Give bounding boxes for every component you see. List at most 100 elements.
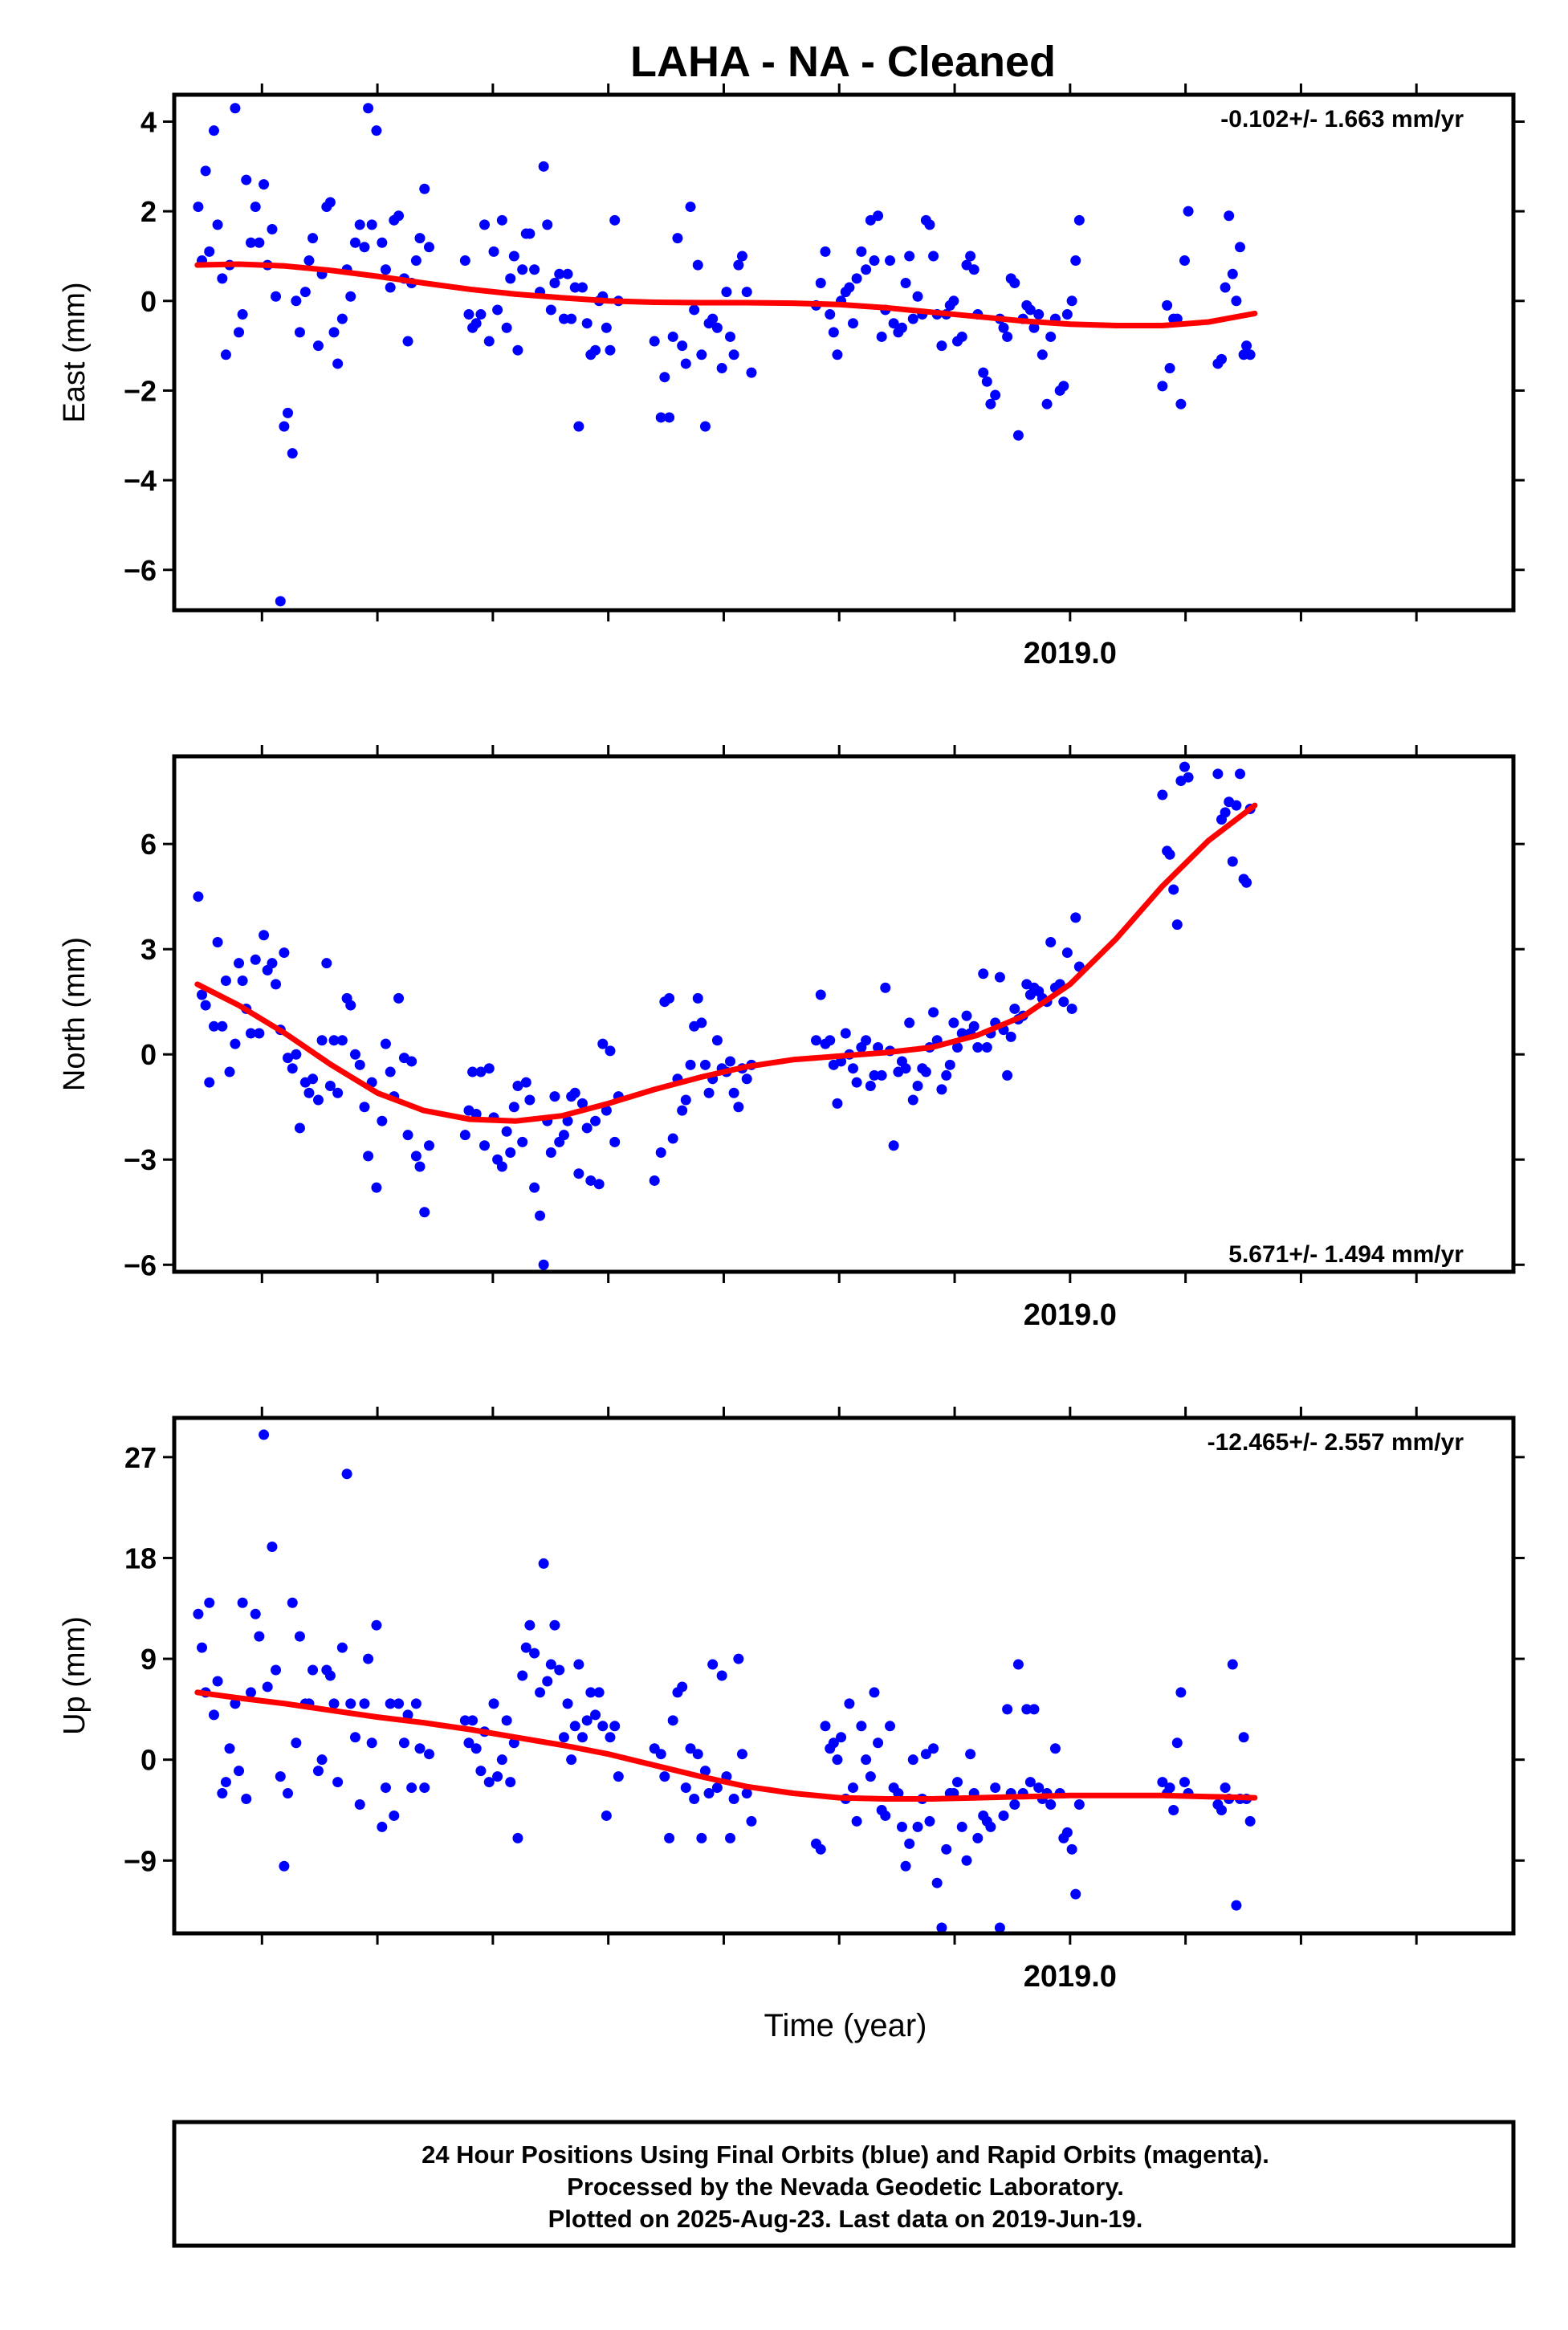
up-data-point: [861, 1754, 872, 1766]
north-data-point: [741, 1073, 752, 1085]
up-data-point: [1244, 1815, 1256, 1827]
up-data-point: [1231, 1900, 1242, 1911]
up-data-point: [696, 1832, 707, 1843]
east-data-point: [876, 331, 887, 342]
north-data-point: [371, 1182, 382, 1193]
up-data-point: [562, 1698, 573, 1709]
up-data-point: [1049, 1743, 1061, 1754]
east-y-tick-label: 2: [141, 195, 157, 228]
east-data-point: [267, 223, 278, 234]
north-data-point: [193, 891, 204, 902]
up-data-point: [237, 1597, 248, 1608]
up-data-point: [419, 1782, 430, 1794]
north-data-point: [677, 1105, 688, 1116]
up-data-point: [907, 1754, 918, 1766]
up-data-point: [475, 1766, 487, 1777]
up-data-point: [1012, 1659, 1024, 1670]
north-data-point: [508, 1102, 519, 1113]
east-data-point: [1175, 398, 1187, 409]
up-data-point: [1168, 1804, 1179, 1815]
east-data-point: [524, 228, 536, 239]
up-data-point: [463, 1737, 474, 1749]
north-data-point: [851, 1077, 862, 1088]
up-data-point: [1066, 1843, 1077, 1855]
east-data-point: [488, 246, 499, 257]
up-data-point: [389, 1810, 400, 1821]
up-data-point: [1227, 1659, 1238, 1670]
east-data-point: [332, 358, 344, 369]
east-data-point: [542, 219, 553, 230]
east-y-tick-label: −4: [124, 464, 157, 497]
north-data-point: [250, 954, 261, 965]
north-data-point: [204, 1077, 215, 1088]
up-rate-label: -12.465+/- 2.557 mm/yr: [1208, 1429, 1464, 1456]
east-data-point: [1241, 340, 1252, 352]
footer-frame: [172, 2120, 1516, 2248]
east-data-point: [1041, 398, 1053, 409]
east-data-point: [359, 242, 370, 253]
up-data-point: [924, 1815, 935, 1827]
east-data-point: [1028, 322, 1040, 333]
up-data-point: [398, 1737, 409, 1749]
east-data-point: [699, 421, 711, 432]
north-data-point: [385, 1066, 396, 1077]
east-data-point: [193, 202, 204, 213]
north-data-point: [692, 992, 703, 1004]
east-data-point: [508, 251, 519, 262]
north-data-point: [667, 1133, 678, 1144]
east-data-point: [566, 313, 577, 324]
up-data-point: [558, 1732, 569, 1743]
east-data-point: [419, 183, 430, 194]
north-data-point: [920, 1066, 931, 1077]
east-data-point: [1002, 331, 1013, 342]
east-y-tick-label: 0: [141, 285, 157, 318]
north-data-point: [423, 1140, 434, 1151]
east-data-point: [609, 214, 621, 226]
east-data-point: [968, 264, 979, 275]
up-data-point: [844, 1698, 855, 1709]
north-data-point: [573, 1168, 584, 1179]
east-data-point: [985, 398, 996, 409]
east-data-point: [212, 219, 223, 230]
up-data-point: [703, 1788, 715, 1799]
up-data-point: [1033, 1782, 1045, 1794]
up-data-point: [282, 1788, 293, 1799]
east-data-point: [1024, 304, 1036, 316]
east-data-point: [928, 251, 939, 262]
east-data-point: [208, 125, 219, 136]
up-y-tick-label: 0: [141, 1744, 157, 1777]
east-data-point: [363, 103, 374, 114]
up-data-point: [488, 1698, 499, 1709]
east-data-point: [483, 336, 495, 347]
north-data-point: [505, 1147, 516, 1159]
north-data-point: [597, 1038, 609, 1049]
north-x-tick-label: 2019.0: [1024, 1298, 1117, 1332]
up-data-point: [716, 1670, 727, 1681]
north-data-point: [459, 1130, 470, 1141]
north-data-point: [237, 976, 248, 987]
up-data-point: [542, 1676, 553, 1687]
east-data-point: [692, 259, 703, 271]
east-data-point: [291, 295, 302, 307]
east-data-point: [459, 255, 470, 267]
up-data-point: [566, 1754, 577, 1766]
east-data-point: [517, 264, 528, 275]
north-data-point: [900, 1063, 911, 1074]
footer-box: 24 Hour Positions Using Final Orbits (bl…: [172, 2120, 1516, 2248]
north-marks: 6 3 0 −3 −6 2019.0: [124, 745, 1525, 1332]
north-data-point: [562, 1115, 573, 1126]
north-data-point: [197, 989, 208, 1000]
north-data-point: [941, 1069, 952, 1081]
up-y-tick-label: 18: [124, 1542, 157, 1574]
north-data-point: [861, 1035, 872, 1046]
north-y-tick-label: 0: [141, 1038, 157, 1071]
north-data-point: [1220, 807, 1231, 818]
up-data-point: [880, 1810, 891, 1821]
north-data-point: [1061, 947, 1073, 959]
north-data-point: [1070, 912, 1081, 923]
up-data-point: [312, 1766, 324, 1777]
up-frame: [172, 1416, 1516, 1936]
north-data-point: [590, 1115, 601, 1126]
east-data-point: [1227, 268, 1238, 279]
east-data-point: [423, 242, 434, 253]
